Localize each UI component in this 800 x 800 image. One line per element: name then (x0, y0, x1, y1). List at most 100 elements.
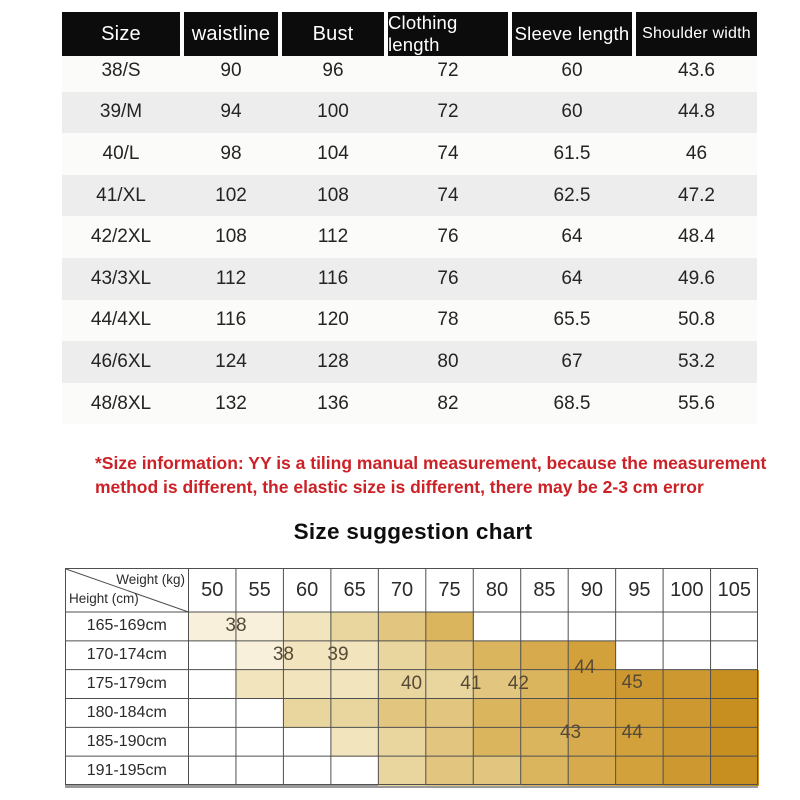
weight-tick-85: 85 (533, 578, 556, 601)
weight-tick-60: 60 (296, 578, 319, 601)
suggestion-band-cell (615, 669, 664, 700)
measurement-cell: 53.2 (678, 350, 715, 372)
suggestion-band-cell (615, 727, 664, 757)
suggestion-band-cell (473, 640, 522, 671)
size-cell: 39/M (99, 101, 143, 123)
measurement-cell: 76 (437, 267, 459, 289)
suggestion-band-cell (425, 640, 474, 671)
measurement-cell: 116 (215, 309, 247, 331)
suggested-size-label: 45 (621, 671, 643, 693)
suggestion-band-cell (568, 727, 617, 757)
weight-tick-70: 70 (390, 578, 414, 601)
suggestion-band-cell (330, 727, 379, 757)
measurement-cell: 74 (437, 184, 459, 206)
suggestion-band-cell (425, 612, 474, 642)
size-cell: 48/8XL (90, 392, 152, 414)
measurement-cell: 60 (561, 101, 583, 123)
measurement-cell: 128 (317, 350, 349, 372)
measurement-cell: 47.2 (678, 184, 715, 206)
size-table-row: 40/L 98 104 74 61.5 46 (62, 133, 757, 175)
suggestion-band-cell (663, 756, 712, 786)
suggestion-band-cell (378, 640, 427, 671)
measurement-cell: 72 (437, 59, 459, 81)
measurement-cell: 100 (317, 101, 349, 123)
size-table-header-row: Size waistline Bust Clothing length Sleeve l… (62, 12, 757, 56)
suggestion-band-cell (378, 612, 427, 642)
measurement-cell: 112 (317, 226, 349, 248)
weight-tick-80: 80 (485, 578, 509, 601)
size-table-row: 39/M 94 100 72 60 44.8 (62, 91, 757, 134)
suggestion-band-cell (330, 612, 379, 642)
size-table-row: 41/XL 102 108 74 62.5 47.2 (62, 174, 757, 217)
size-note-line1: *Size information: YY is a tiling manual… (95, 453, 767, 473)
size-cell: 44/4XL (90, 309, 152, 331)
suggestion-band-cell (425, 727, 474, 757)
measurement-cell: 104 (317, 142, 349, 164)
weight-tick-100: 100 (670, 578, 704, 601)
suggestion-band-cell (283, 640, 332, 671)
measurement-cell: 50.8 (678, 309, 715, 331)
suggestion-band-cell (473, 669, 522, 700)
suggestion-band-cell (283, 669, 332, 700)
suggestion-band-cell (425, 756, 474, 786)
size-table-header-4: Sleeve length (512, 12, 632, 56)
size-cell: 40/L (102, 142, 140, 164)
suggestion-band-cell (520, 669, 569, 700)
size-cell: 43/3XL (90, 267, 152, 289)
measurement-cell: 78 (437, 309, 459, 331)
corner-diagonal-line (65, 568, 189, 613)
suggestion-band-cell (330, 698, 379, 728)
suggestion-band-cell (568, 640, 617, 671)
measurement-cell: 112 (215, 267, 247, 289)
suggested-size-label: 38 (272, 644, 294, 666)
measurement-cell: 82 (437, 392, 459, 414)
suggestion-band-cell (283, 612, 332, 642)
size-table-row: 44/4XL 116 120 78 65.5 50.8 (62, 299, 757, 342)
measurement-cell: 136 (317, 392, 349, 414)
height-tick-4: 185-190cm (86, 732, 167, 750)
size-table-row: 48/8XL 132 136 82 68.5 55.6 (62, 382, 757, 425)
measurement-cell: 76 (437, 226, 459, 248)
suggestion-band-cell (425, 698, 474, 728)
suggestion-band-cell (568, 756, 617, 786)
suggestion-band-cell (615, 698, 664, 728)
measurement-cell: 120 (317, 309, 349, 331)
suggestion-band-cell (520, 727, 569, 757)
measurement-cell: 67 (561, 350, 583, 372)
size-table-header-1: waistline (184, 12, 278, 56)
suggestion-band-cell (663, 698, 712, 728)
size-table-header-3: Clothing length (388, 12, 508, 56)
suggestion-band-cell (473, 756, 522, 786)
suggestion-band-cell (568, 669, 617, 700)
measurement-cell: 96 (322, 59, 344, 81)
suggestion-band-cell (710, 669, 759, 700)
suggestion-band-cell (710, 756, 759, 786)
measurement-cell: 108 (317, 184, 349, 206)
measurement-cell: 48.4 (678, 226, 715, 248)
size-table-row: 43/3XL 112 116 76 64 49.6 (62, 257, 757, 300)
suggestion-band-cell (710, 727, 759, 757)
suggestion-band-cell (235, 669, 284, 700)
measurement-cell: 72 (437, 101, 459, 123)
measurement-cell: 132 (215, 392, 247, 414)
height-axis-label: Height (cm) (69, 591, 139, 606)
measurement-cell: 80 (437, 350, 459, 372)
height-tick-5: 191-195cm (86, 761, 167, 779)
suggested-size-label: 43 (559, 722, 582, 744)
suggestion-band-cell (378, 756, 427, 786)
suggestion-band-cell (425, 669, 474, 700)
suggestion-band-cell (520, 640, 569, 671)
measurement-cell: 102 (215, 184, 247, 206)
measurement-cell: 61.5 (553, 142, 591, 164)
height-tick-0: 165-169cm (86, 617, 167, 635)
suggestion-band-cell (378, 727, 427, 757)
weight-tick-105: 105 (717, 578, 751, 601)
suggestion-band-cell (283, 698, 332, 728)
measurement-cell: 44.8 (678, 101, 715, 123)
size-suggestion-chart: Weight (kg) Height (cm) 50 55 60 65 70 75 80 85… (65, 568, 759, 786)
size-table-row: 38/S 90 96 72 60 43.6 (62, 50, 757, 92)
weight-tick-95: 95 (628, 578, 651, 601)
suggestion-band-cell (473, 698, 522, 728)
suggestion-band-cell (378, 669, 427, 700)
measurement-cell: 64 (561, 267, 583, 289)
